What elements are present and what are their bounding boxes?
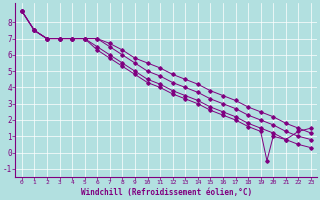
X-axis label: Windchill (Refroidissement éolien,°C): Windchill (Refroidissement éolien,°C) <box>81 188 252 197</box>
